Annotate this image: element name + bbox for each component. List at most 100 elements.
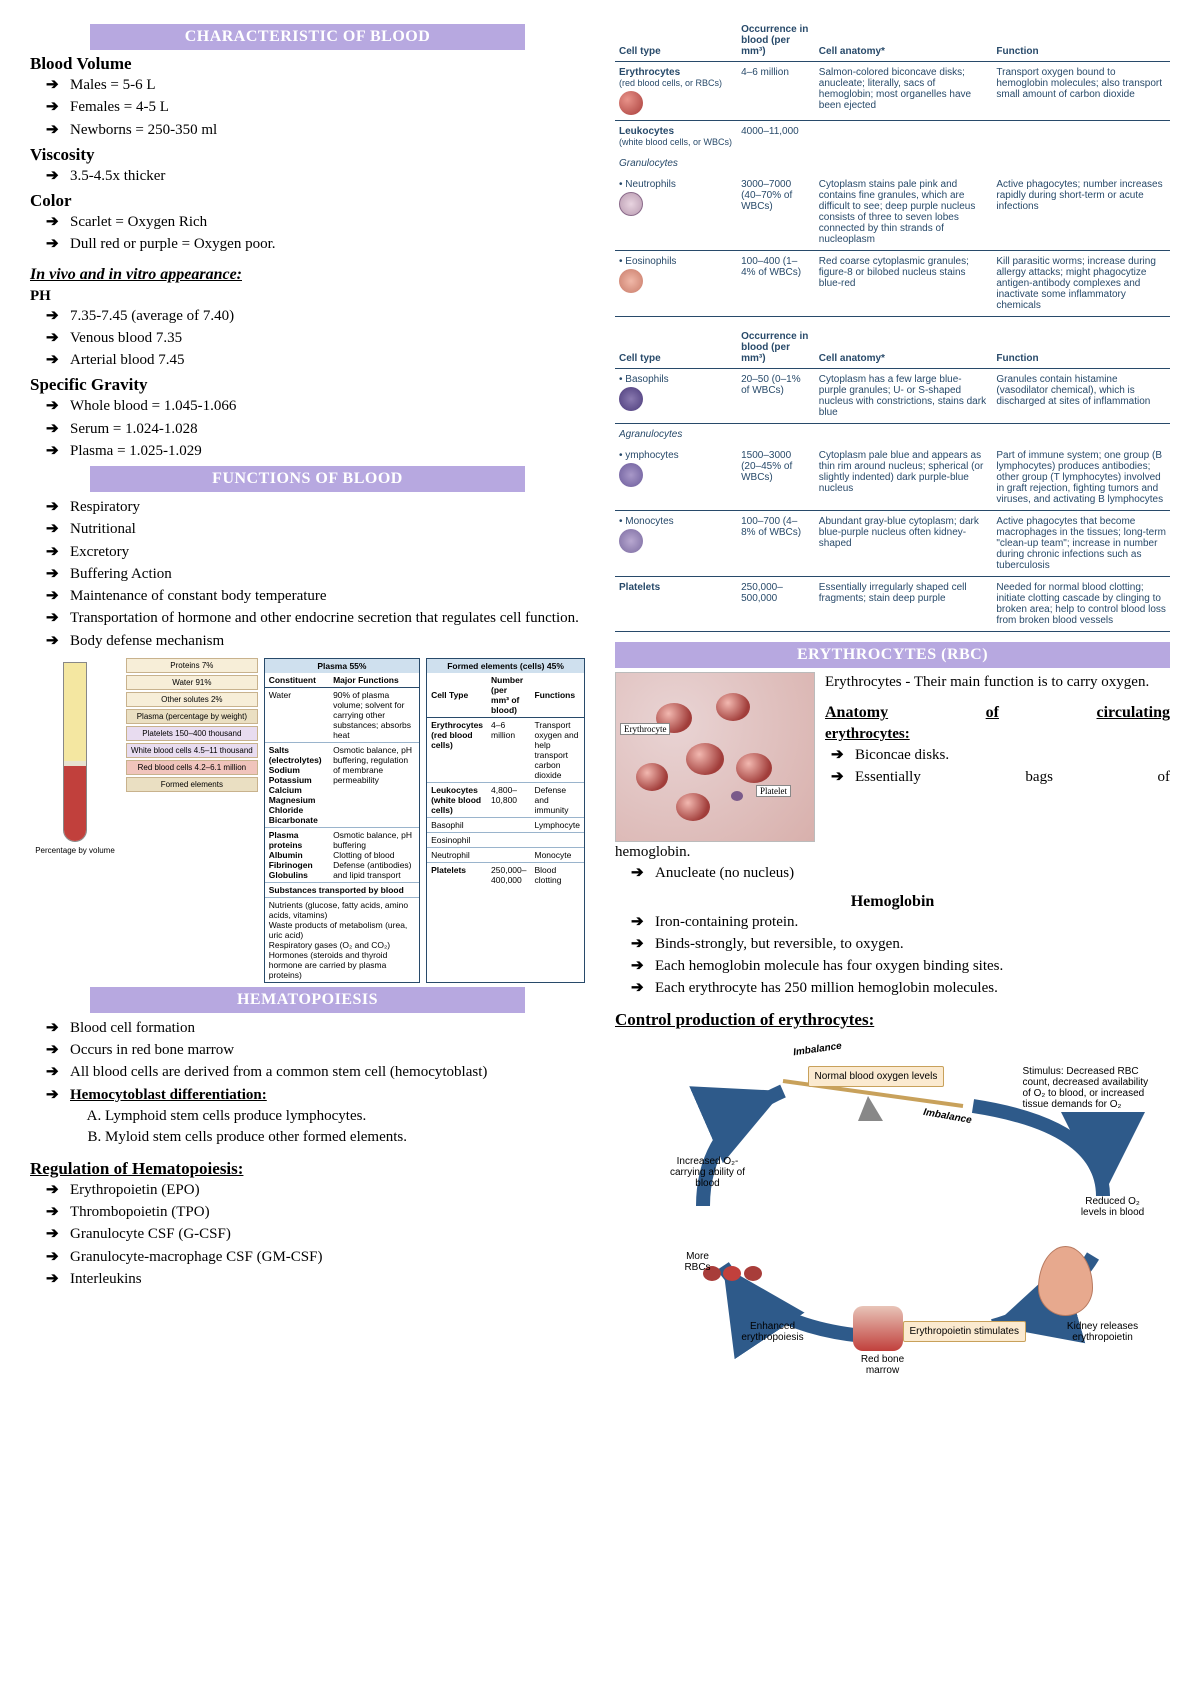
cell-function: Active phagocytes; number increases rapi… — [992, 174, 1170, 251]
table-row: Erythrocytes(red blood cells, or RBCs) 4… — [615, 62, 1170, 121]
cell-anatomy: Cytoplasm pale blue and appears as thin … — [815, 445, 993, 511]
list-item: Granulocyte CSF (G-CSF) — [70, 1223, 585, 1245]
list-item: Respiratory — [70, 496, 585, 518]
list-item: Occurs in red bone marrow — [70, 1039, 585, 1061]
cell-anatomy: Essentially irregularly shaped cell frag… — [815, 577, 993, 632]
cell: Erythrocytes (red blood cells) — [427, 717, 487, 782]
t: Anatomy — [825, 702, 888, 724]
erythrocyte-icon — [619, 91, 643, 115]
hemoglobin-line: hemoglobin. — [615, 842, 1170, 862]
label-platelet: Platelet — [756, 785, 791, 797]
cell-name: Leukocytes — [619, 126, 674, 137]
left-column: CHARACTERISTIC OF BLOOD Blood Volume Mal… — [30, 20, 585, 1366]
cell-occurrence: 1500–3000 (20–45% of WBCs) — [737, 445, 815, 511]
cell: Leukocytes (white blood cells) — [427, 782, 487, 817]
list-viscosity: 3.5-4.5x thicker — [30, 165, 585, 187]
section-agranulocytes: Agranulocytes — [615, 424, 1170, 446]
cell-function: Active phagocytes that become macrophage… — [992, 511, 1170, 577]
table-row: • ymphocytes 1500–3000 (20–45% of WBCs) … — [615, 445, 1170, 511]
list-functions: Respiratory Nutritional Excretory Buffer… — [30, 496, 585, 652]
list-item: Binds-strongly, but reversible, to oxyge… — [655, 933, 1170, 955]
list-item: Anucleate (no nucleus) — [655, 862, 1170, 884]
cell-anatomy: Cytoplasm has a few large blue-purple gr… — [815, 369, 993, 424]
cell: Nutrients (glucose, fatty acids, amino a… — [265, 897, 419, 982]
list-item: Myloid stem cells produce other formed e… — [105, 1127, 585, 1149]
list-item: Interleukins — [70, 1268, 585, 1290]
cell-name: ymphocytes — [625, 450, 678, 461]
cell-anatomy: Abundant gray-blue cytoplasm; dark blue-… — [815, 511, 993, 577]
right-column: Cell type Occurrence in blood (per mm³) … — [615, 20, 1170, 1366]
list-item: Granulocyte-macrophage CSF (GM-CSF) — [70, 1246, 585, 1268]
list-color: Scarlet = Oxygen Rich Dull red or purple… — [30, 211, 585, 256]
cell-function: Part of immune system; one group (B lymp… — [992, 445, 1170, 511]
rbc-micrograph-icon: Erythrocyte Platelet — [615, 672, 815, 842]
cell-function: Transport oxygen bound to hemoglobin mol… — [992, 62, 1170, 121]
col-header: Occurrence in blood (per mm³) — [737, 327, 815, 369]
cell: Neutrophil — [427, 847, 487, 862]
list-item: Essentially bags of — [855, 766, 1170, 788]
list-regulation: Erythropoietin (EPO) Thrombopoietin (TPO… — [30, 1179, 585, 1290]
cell: 250,000–400,000 — [487, 862, 530, 887]
list-item: All blood cells are derived from a commo… — [70, 1061, 585, 1083]
tube-pct-label: Percentage by volume — [30, 846, 120, 855]
heading-regulation: Regulation of Hematopoiesis: — [30, 1159, 585, 1179]
fb-normal-box: Normal blood oxygen levels — [808, 1066, 945, 1087]
table-row: Leukocytes(white blood cells, or WBCs) 4… — [615, 121, 1170, 154]
cell: Lymphocyte — [530, 817, 584, 832]
t: Essentially — [855, 767, 921, 787]
cell: Salts (electrolytes) Sodium Potassium Ca… — [265, 742, 329, 827]
page-root: CHARACTERISTIC OF BLOOD Blood Volume Mal… — [30, 20, 1170, 1366]
label-erythrocyte: Erythrocyte — [620, 723, 670, 735]
tube-plasma — [64, 663, 86, 761]
list-item: Scarlet = Oxygen Rich — [70, 211, 585, 233]
tube-diagram: Percentage by volume — [30, 658, 120, 983]
lymphocyte-icon — [619, 463, 643, 487]
erythropoiesis-feedback-diagram: Normal blood oxygen levels Imbalance Imb… — [633, 1036, 1153, 1366]
banner-hematopoiesis: HEMATOPOIESIS — [90, 987, 525, 1013]
cell-occurrence: 4000–11,000 — [737, 121, 815, 154]
col-header: Occurrence in blood (per mm³) — [737, 20, 815, 62]
list-item: Buffering Action — [70, 563, 585, 585]
t: bags — [1025, 767, 1053, 787]
fb-reduced: Reduced O₂ levels in blood — [1073, 1196, 1153, 1218]
cell-anatomy: Cytoplasm stains pale pink and contains … — [815, 174, 993, 251]
list-item: Maintenance of constant body temperature — [70, 585, 585, 607]
cell: 4–6 million — [487, 717, 530, 782]
comp-box: Proteins 7% — [126, 658, 258, 673]
fb-enhanced: Enhanced erythropoiesis — [728, 1321, 818, 1343]
heading-blood-volume: Blood Volume — [30, 54, 585, 74]
table-row: Platelets 250,000–500,000 Essentially ir… — [615, 577, 1170, 632]
table-row: • Monocytes 100–700 (4–8% of WBCs) Abund… — [615, 511, 1170, 577]
cell: Platelets — [427, 862, 487, 887]
list-blood-volume: Males = 5-6 L Females = 4-5 L Newborns =… — [30, 74, 585, 141]
comp-box: Water 91% — [126, 675, 258, 690]
plasma-constituents-table: Plasma 55% ConstituentMajor Functions Wa… — [264, 658, 420, 983]
heading-color: Color — [30, 191, 585, 211]
list-hematopoiesis: Blood cell formation Occurs in red bone … — [30, 1017, 585, 1106]
cell: 90% of plasma volume; solvent for carryi… — [329, 687, 419, 742]
col-header: Cell anatomy* — [815, 327, 993, 369]
comp-box: Plasma (percentage by weight) — [126, 709, 258, 724]
composition-boxes: Proteins 7% Water 91% Other solutes 2% P… — [126, 658, 258, 983]
hemocytoblast-diff-label: Hemocytoblast differentiation: — [70, 1087, 267, 1103]
cell-name: Eosinophils — [625, 256, 676, 267]
comp-box: Red blood cells 4.2–6.1 million — [126, 760, 258, 775]
cell-name: Neutrophils — [625, 179, 676, 190]
cell-function: Granules contain histamine (vasodilator … — [992, 369, 1170, 424]
cell: Osmotic balance, pH buffering Clotting o… — [329, 827, 419, 882]
cell-function: Needed for normal blood clotting; initia… — [992, 577, 1170, 632]
comp-box: White blood cells 4.5–11 thousand — [126, 743, 258, 758]
cell-occurrence: 100–400 (1–4% of WBCs) — [737, 251, 815, 317]
list-item: Females = 4-5 L — [70, 96, 585, 118]
cell-name: Monocytes — [625, 516, 673, 527]
plasma-header: Plasma 55% — [265, 659, 419, 673]
rbc-section: Erythrocyte Platelet Erythrocytes - Thei… — [615, 672, 1170, 842]
heading-invivo: In vivo and in vitro appearance: — [30, 266, 585, 284]
cell-name: Platelets — [619, 582, 660, 593]
col-header: Function — [992, 327, 1170, 369]
list-sg: Whole blood = 1.045-1.066 Serum = 1.024-… — [30, 395, 585, 462]
heading-control-production: Control production of erythrocytes: — [615, 1010, 1170, 1030]
list-item: Plasma = 1.025-1.029 — [70, 440, 585, 462]
eosinophil-icon — [619, 269, 643, 293]
col-header: Cell Type — [427, 673, 487, 718]
